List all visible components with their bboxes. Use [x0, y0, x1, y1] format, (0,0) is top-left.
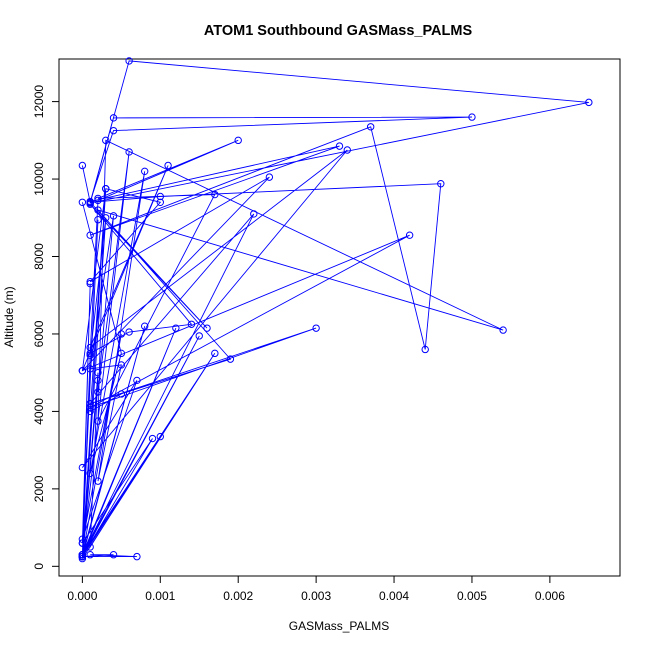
data-point: [468, 113, 476, 121]
data-point: [117, 361, 126, 369]
y-tick-label: 8000: [32, 243, 46, 270]
data-point: [117, 330, 126, 338]
y-tick-label: 6000: [32, 320, 46, 347]
data-point: [86, 365, 94, 373]
data-point: [250, 210, 258, 218]
data-point: [125, 328, 133, 336]
y-tick-label: 12000: [32, 85, 46, 119]
data-point: [86, 543, 94, 551]
data-point: [366, 123, 375, 131]
data-point: [164, 161, 172, 170]
data-point: [133, 552, 141, 561]
data-point: [78, 539, 87, 547]
x-axis: 0.000 0.001 0.002 0.003 0.004 0.005 0.006: [67, 575, 565, 603]
data-point: [86, 200, 94, 208]
data-point: [94, 388, 102, 396]
y-axis-label: Altitude (m): [2, 286, 16, 347]
data-point: [117, 390, 126, 398]
data-point: [94, 368, 102, 377]
data-point: [78, 198, 87, 206]
data-point: [109, 551, 118, 559]
x-tick-label: 0.000: [67, 589, 97, 603]
y-tick-label: 10000: [32, 162, 46, 196]
chart-title: ATOM1 Southbound GASMass_PALMS: [204, 23, 473, 39]
series-line: [81, 60, 589, 559]
x-tick-label: 0.001: [145, 589, 175, 603]
data-point: [156, 432, 164, 441]
data-point: [78, 552, 87, 561]
data-point: [585, 98, 593, 107]
data-point: [86, 198, 94, 206]
data-point: [86, 351, 94, 359]
data-point: [133, 376, 141, 385]
plot-frame: [58, 58, 621, 577]
data-point: [78, 161, 87, 170]
y-axis: 0 2000 4000 6000 8000 10000 12000: [32, 85, 60, 570]
data-point: [102, 214, 110, 222]
data-point: [109, 126, 118, 135]
data-point: [94, 196, 102, 205]
y-tick-label: 4000: [32, 398, 46, 425]
data-point: [312, 324, 320, 332]
data-point: [94, 216, 102, 224]
data-point: [109, 212, 118, 220]
data-point: [125, 57, 133, 65]
series-layer: [78, 57, 593, 563]
data-point: [343, 146, 351, 154]
data-point: [78, 551, 87, 559]
data-point: [86, 551, 94, 559]
data-point: [102, 185, 110, 193]
data-point: [203, 324, 211, 332]
data-point: [78, 367, 87, 375]
data-point: [94, 376, 102, 385]
x-tick-label: 0.006: [535, 589, 565, 603]
data-point: [102, 136, 110, 145]
data-point: [187, 320, 196, 328]
data-point: [86, 407, 94, 416]
data-point: [195, 332, 203, 340]
x-tick-label: 0.002: [223, 589, 253, 603]
data-point: [94, 194, 102, 203]
data-point: [125, 148, 133, 156]
data-point: [156, 198, 164, 206]
data-point: [78, 535, 87, 543]
data-point: [226, 355, 235, 363]
data-point: [117, 349, 126, 358]
data-point: [86, 279, 94, 288]
data-point: [141, 322, 149, 330]
data-point: [211, 349, 219, 358]
data-point: [437, 179, 445, 188]
data-point: [86, 399, 94, 408]
y-tick-label: 0: [32, 563, 46, 570]
data-point: [86, 231, 94, 239]
data-point: [141, 167, 149, 176]
data-point: [86, 349, 94, 358]
data-point: [499, 326, 507, 334]
data-point: [405, 231, 414, 239]
data-point: [86, 469, 94, 478]
data-point: [86, 343, 94, 352]
data-point: [172, 324, 180, 332]
x-tick-label: 0.003: [301, 589, 331, 603]
x-tick-label: 0.005: [457, 589, 487, 603]
data-point: [86, 403, 94, 412]
data-point: [78, 554, 87, 563]
data-point: [94, 417, 102, 425]
data-point: [94, 477, 102, 485]
data-point: [94, 206, 102, 214]
data-point: [421, 345, 429, 354]
data-point: [211, 190, 219, 199]
y-tick-label: 2000: [32, 475, 46, 502]
x-tick-label: 0.004: [379, 589, 409, 603]
data-point: [265, 173, 274, 181]
data-point: [148, 434, 157, 443]
data-point: [109, 114, 118, 122]
x-axis-label: GASMass_PALMS: [289, 619, 389, 633]
data-point: [86, 277, 94, 286]
data-point: [335, 142, 344, 150]
data-point: [156, 192, 164, 201]
data-point: [78, 463, 87, 472]
data-point: [234, 136, 242, 145]
